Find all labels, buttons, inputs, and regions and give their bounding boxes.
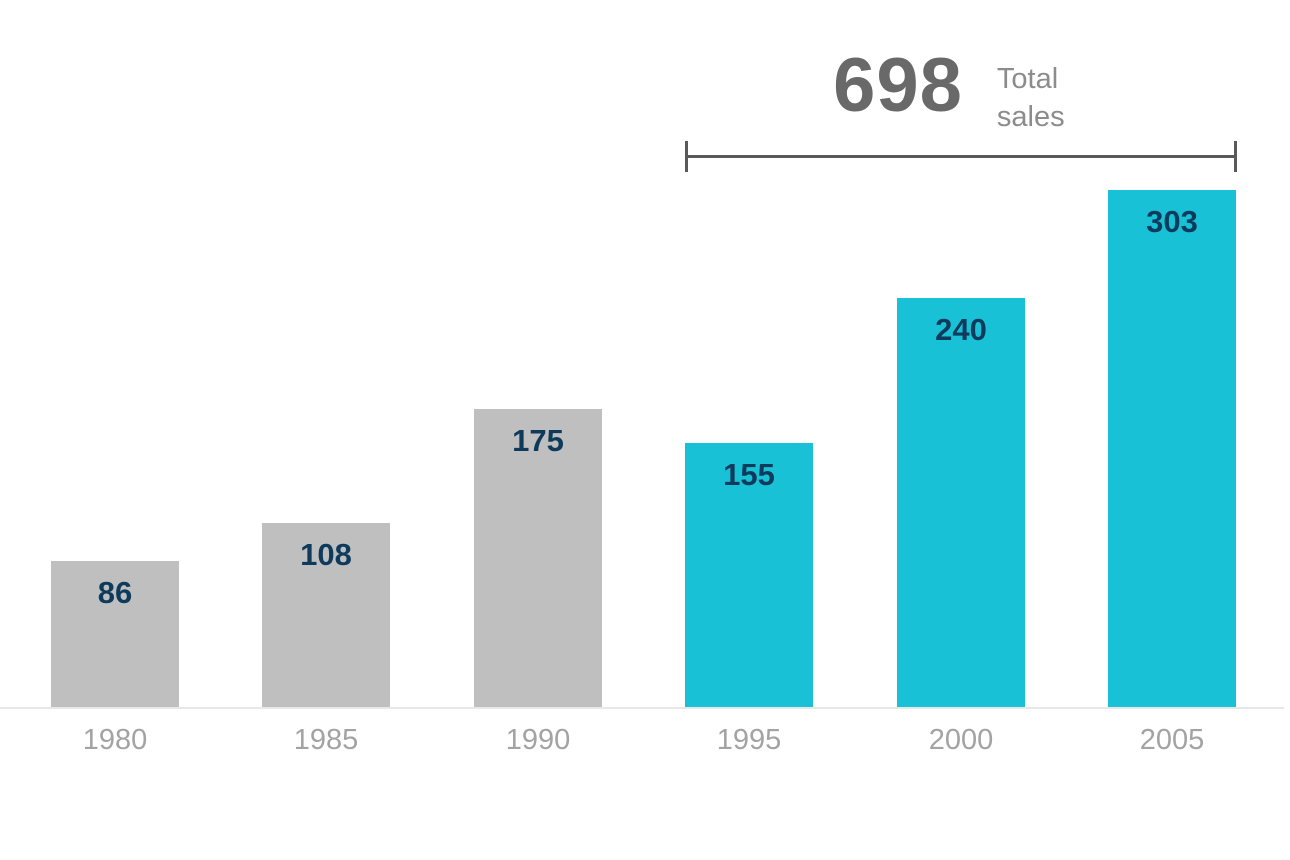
x-axis-label-1995: 1995 [716, 724, 782, 756]
total-sales-value: 698 [833, 43, 963, 128]
total-sales-label: Total sales [996, 63, 1065, 134]
x-axis-label-1990: 1990 [505, 724, 571, 756]
x-axis-line [0, 707, 1284, 709]
total-sales-annotation: 698 Total sales [685, 48, 1237, 137]
bar-value-1980: 86 [97, 575, 133, 610]
bar-value-1985: 108 [300, 537, 352, 572]
bar-1980: 86 [51, 561, 179, 708]
x-axis-label-1980: 1980 [82, 724, 148, 756]
x-axis-label-2000: 2000 [928, 724, 994, 756]
bar-2000: 240 [897, 298, 1025, 708]
bar-1990: 175 [474, 409, 602, 708]
bar-2005: 303 [1108, 190, 1236, 708]
bracket-left-tick [685, 141, 688, 172]
bar-value-2000: 240 [935, 312, 987, 347]
total-sales-bracket [685, 141, 1237, 172]
bracket-right-tick [1234, 141, 1237, 172]
x-axis-label-2005: 2005 [1139, 724, 1205, 756]
bar-1995: 155 [685, 443, 813, 708]
bar-value-1995: 155 [723, 457, 775, 492]
bar-value-2005: 303 [1146, 204, 1198, 239]
bar-value-1990: 175 [512, 423, 564, 458]
x-axis-label-1985: 1985 [293, 724, 359, 756]
bar-1985: 108 [262, 523, 390, 708]
